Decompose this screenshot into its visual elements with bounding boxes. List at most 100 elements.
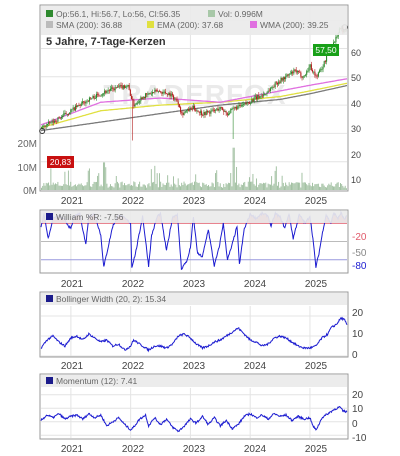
volume-bar bbox=[182, 184, 184, 190]
volume-bar bbox=[277, 185, 278, 190]
volume-bar bbox=[281, 175, 283, 190]
volume-bar bbox=[305, 182, 306, 190]
candle-body bbox=[222, 107, 224, 111]
candle-body bbox=[198, 111, 200, 113]
candle-body bbox=[85, 101, 87, 104]
candle-body bbox=[141, 97, 143, 100]
volume-bar bbox=[70, 181, 72, 190]
volume-bar bbox=[324, 186, 326, 190]
x-tick: 2024 bbox=[244, 196, 267, 207]
x-tick: 2025 bbox=[305, 196, 328, 207]
candle-body bbox=[164, 91, 166, 94]
volume-bar bbox=[73, 185, 75, 190]
volume-bar bbox=[236, 166, 238, 190]
candle-body bbox=[279, 81, 281, 83]
candle-body bbox=[127, 84, 129, 86]
candle-body bbox=[121, 85, 123, 89]
volume-bar bbox=[299, 182, 301, 190]
candle-body bbox=[168, 92, 170, 96]
candle-body bbox=[158, 90, 161, 92]
volume-bar bbox=[119, 187, 121, 190]
candle-body bbox=[213, 110, 215, 111]
candle-body bbox=[287, 74, 289, 76]
candle-body bbox=[316, 75, 318, 77]
volume-bar bbox=[252, 173, 254, 190]
candle-body bbox=[295, 69, 297, 73]
volume-bar bbox=[127, 184, 129, 190]
candle-body bbox=[146, 93, 148, 95]
candle-body bbox=[314, 71, 316, 76]
low-price-badge: 20,83 bbox=[50, 157, 72, 167]
volume-bar bbox=[50, 168, 52, 190]
candle-body bbox=[276, 82, 279, 85]
volume-bar bbox=[166, 182, 167, 190]
volume-bar bbox=[60, 185, 62, 190]
volume-bar bbox=[161, 186, 163, 190]
volume-bar bbox=[94, 182, 96, 190]
candle-body bbox=[105, 90, 107, 93]
candle-body bbox=[50, 122, 52, 124]
candle-body bbox=[300, 72, 302, 77]
volume-bar bbox=[87, 170, 89, 190]
volume-bar bbox=[344, 185, 346, 190]
candle-body bbox=[64, 112, 66, 114]
candle-body bbox=[238, 104, 240, 107]
candle-body bbox=[252, 99, 254, 102]
candle-body bbox=[218, 109, 220, 111]
volume-bar bbox=[289, 184, 291, 190]
volume-bar bbox=[145, 185, 146, 190]
volume-bar bbox=[308, 182, 310, 190]
bollinger-tick: 10 bbox=[352, 329, 364, 340]
volume-bar bbox=[201, 187, 202, 190]
candle-body bbox=[114, 87, 116, 91]
volume-bar bbox=[138, 184, 139, 190]
candle-body bbox=[245, 103, 247, 105]
volume-bar bbox=[294, 183, 296, 190]
volume-bar bbox=[146, 187, 148, 190]
volume-bar bbox=[115, 176, 117, 190]
x-tick: 2024 bbox=[244, 279, 267, 290]
volume-bar bbox=[95, 181, 97, 190]
candle-body bbox=[281, 77, 283, 81]
candle-body bbox=[43, 125, 45, 127]
volume-bar bbox=[279, 187, 281, 190]
candle-body bbox=[62, 115, 64, 118]
candle-body bbox=[139, 101, 141, 103]
volume-bar bbox=[185, 185, 187, 190]
x-tick: 2022 bbox=[122, 279, 145, 290]
candle-body bbox=[253, 97, 255, 102]
candle-body bbox=[199, 111, 201, 113]
candle-body bbox=[120, 85, 122, 86]
candle-body bbox=[223, 110, 225, 112]
volume-bar bbox=[167, 175, 169, 190]
x-tick: 2024 bbox=[244, 444, 267, 455]
candle-body bbox=[56, 121, 58, 123]
candle-body bbox=[99, 95, 101, 97]
volume-bar bbox=[206, 186, 208, 190]
candle-body bbox=[255, 96, 258, 100]
candle-body bbox=[49, 121, 51, 124]
volume-bar bbox=[93, 181, 95, 190]
volume-bar bbox=[293, 183, 295, 190]
candle-body bbox=[225, 111, 227, 113]
volume-bar bbox=[291, 182, 292, 190]
candle-body bbox=[210, 110, 212, 114]
indicator-line bbox=[40, 406, 348, 433]
volume-bar bbox=[111, 186, 113, 190]
candle-body bbox=[180, 107, 182, 113]
volume-bar bbox=[219, 183, 221, 190]
volume-bar bbox=[121, 181, 123, 190]
volume-bar bbox=[222, 187, 224, 190]
candle-body bbox=[183, 112, 185, 115]
volume-bar bbox=[312, 182, 313, 190]
candle-body bbox=[176, 99, 178, 102]
volume-bar bbox=[126, 185, 128, 190]
volume-bar bbox=[190, 183, 192, 190]
volume-bar bbox=[296, 182, 298, 190]
volume-bar bbox=[248, 177, 250, 190]
volume-bar bbox=[298, 182, 299, 190]
volume-bar bbox=[157, 187, 159, 190]
volume-bar bbox=[322, 183, 324, 190]
volume-bar bbox=[152, 182, 153, 190]
candle-body bbox=[271, 87, 273, 89]
